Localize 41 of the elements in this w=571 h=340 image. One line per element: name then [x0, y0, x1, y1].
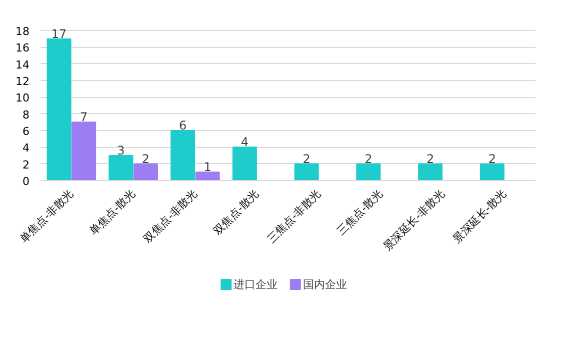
bar [170, 130, 196, 180]
bar [232, 146, 257, 180]
y-tick-label: 14 [16, 58, 30, 72]
bar [294, 163, 319, 180]
bar [195, 172, 220, 180]
data-label: 4 [240, 135, 249, 150]
data-label: 7 [80, 110, 88, 124]
data-label: 2 [142, 152, 150, 166]
y-tick-label: 6 [22, 125, 30, 138]
data-label: 2 [488, 152, 496, 166]
bar [480, 163, 504, 180]
data-label: 17 [51, 26, 67, 41]
x-tick-label: 单焦点-散光 [87, 186, 138, 238]
bar [72, 122, 96, 180]
x-tick-label: 景深延长-散光 [450, 186, 510, 246]
bar [133, 163, 158, 180]
y-tick-label: 4 [22, 142, 30, 155]
data-label: 1 [204, 160, 212, 174]
y-tick-label: 0 [22, 175, 30, 188]
y-tick-label: 2 [22, 158, 30, 172]
bar [108, 155, 134, 180]
y-tick-label: 18 [16, 25, 30, 38]
bar [356, 163, 381, 180]
data-label: 2 [302, 152, 310, 166]
data-label: 3 [117, 144, 125, 158]
y-tick-label: 12 [16, 75, 30, 88]
bar [418, 163, 443, 180]
data-label: 2 [426, 152, 434, 166]
legend-label: 国内企业 [302, 278, 347, 291]
x-tick-label: 双焦点-非散光 [141, 186, 200, 246]
legend-label: 进口企业 [234, 278, 278, 291]
x-tick-label: 三焦点-散光 [334, 186, 386, 238]
x-tick-label: 双焦点-散光 [210, 186, 262, 238]
data-label: 2 [364, 152, 372, 166]
bar [46, 38, 72, 180]
y-tick-label: 8 [22, 108, 30, 122]
x-tick-label: 单焦点-非散光 [17, 186, 76, 246]
x-tick-label: 三焦点-非散光 [264, 186, 324, 246]
data-label: 6 [178, 118, 187, 132]
y-tick-label: 10 [16, 92, 30, 105]
y-tick-label: 16 [16, 42, 30, 55]
